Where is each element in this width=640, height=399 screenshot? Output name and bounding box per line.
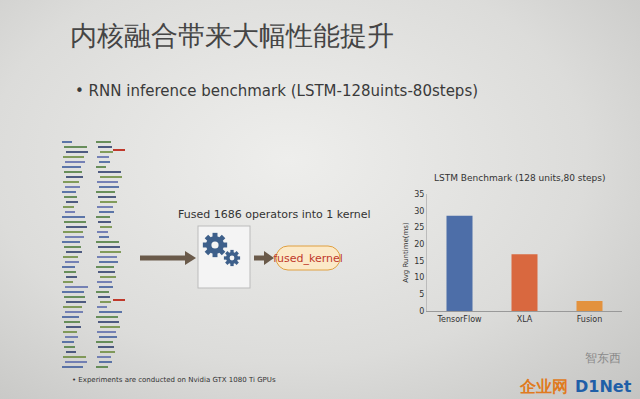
svg-text:5: 5 — [419, 290, 424, 299]
svg-text:• Experiments are conducted on: • Experiments are conducted on Nvidia GT… — [72, 376, 276, 384]
svg-text:35: 35 — [414, 190, 424, 199]
svg-text:10: 10 — [414, 273, 424, 282]
svg-text:Fusion: Fusion — [577, 315, 603, 324]
svg-text:25: 25 — [414, 223, 424, 232]
svg-text:30: 30 — [414, 207, 424, 216]
svg-text:XLA: XLA — [517, 315, 533, 324]
svg-text:D1Net: D1Net — [575, 377, 632, 396]
svg-text:20: 20 — [414, 240, 424, 249]
svg-text:Avg Runtime(ms): Avg Runtime(ms) — [402, 222, 410, 283]
svg-text:Fused 1686 operators into 1 ke: Fused 1686 operators into 1 kernel — [178, 208, 371, 221]
svg-text:TensorFlow: TensorFlow — [436, 315, 482, 324]
html-text:内核融合带来大幅性能提升: 内核融合带来大幅性能提升 — [70, 20, 394, 51]
svg-text:智东西: 智东西 — [585, 351, 621, 365]
html-text:• RNN inference benchmark (LST: • RNN inference benchmark (LSTM-128uints… — [75, 82, 479, 100]
svg-text:15: 15 — [414, 257, 424, 266]
svg-text:企业网: 企业网 — [519, 377, 568, 396]
svg-text:fused_kernel: fused_kernel — [273, 252, 343, 265]
svg-text:LSTM Benchmark (128 units,80 s: LSTM Benchmark (128 units,80 steps) — [434, 173, 606, 183]
svg-text:0: 0 — [419, 307, 424, 316]
